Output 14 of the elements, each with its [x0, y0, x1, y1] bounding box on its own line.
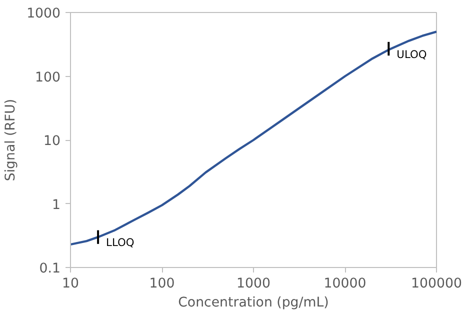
y-axis-title: Signal (RFU) — [4, 98, 19, 182]
y-tick-label: 1 — [52, 198, 61, 213]
x-tick-label: 1000 — [236, 276, 270, 292]
x-axis-title: Concentration (pg/mL) — [178, 296, 329, 310]
y-tick-label: 10 — [44, 134, 61, 149]
annotation: LLOQ — [106, 236, 134, 250]
x-tick-label: 10000 — [324, 276, 366, 292]
x-tick-label: 10 — [62, 276, 79, 292]
y-tick-label: 1000 — [26, 6, 61, 22]
annotation: ULOQ — [396, 48, 427, 61]
x-tick-label: 100000 — [411, 276, 462, 292]
y-tick-label: 100 — [35, 70, 61, 86]
y-tick-label: 0.1 — [39, 262, 61, 276]
x-tick-label: 100 — [149, 276, 175, 292]
